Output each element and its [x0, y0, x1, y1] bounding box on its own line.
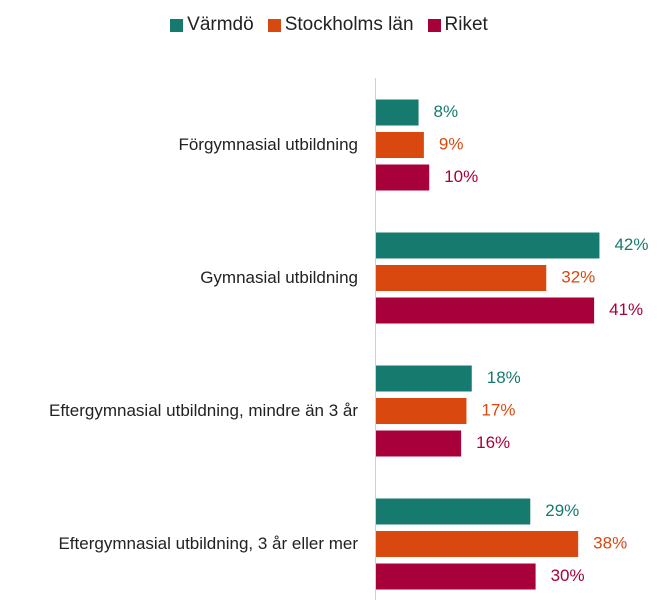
bar	[376, 132, 424, 158]
value-label: 42%	[614, 235, 648, 254]
value-label: 41%	[609, 300, 643, 319]
value-label: 10%	[444, 167, 478, 186]
value-label: 17%	[481, 400, 515, 419]
value-label: 32%	[561, 267, 595, 286]
category-label: Eftergymnasial utbildning, mindre än 3 å…	[49, 401, 358, 420]
legend-item: Värmdö	[170, 14, 254, 36]
legend-label: Värmdö	[187, 14, 254, 35]
value-label: 30%	[551, 566, 585, 585]
legend: Värmdö Stockholms län Riket	[0, 14, 658, 36]
value-label: 8%	[434, 102, 459, 121]
legend-label: Riket	[444, 14, 488, 35]
bar	[376, 365, 472, 392]
value-label: 18%	[487, 368, 521, 387]
legend-swatch	[427, 18, 441, 32]
value-label: 38%	[593, 533, 627, 552]
bar	[376, 563, 536, 590]
value-label: 29%	[545, 501, 579, 520]
category-label: Gymnasial utbildning	[200, 268, 358, 287]
bar	[376, 99, 419, 126]
bar	[376, 498, 531, 525]
bar	[376, 265, 547, 291]
value-label: 9%	[439, 134, 464, 153]
category-label: Förgymnasial utbildning	[178, 135, 358, 154]
bar	[376, 430, 462, 457]
bar	[376, 398, 467, 424]
value-label: 16%	[476, 433, 510, 452]
bar	[376, 297, 595, 324]
category-label: Eftergymnasial utbildning, 3 år eller me…	[58, 534, 358, 553]
bar	[376, 531, 579, 557]
legend-swatch	[170, 18, 184, 32]
legend-label: Stockholms län	[284, 14, 414, 35]
legend-item: Riket	[427, 14, 488, 36]
bar	[376, 164, 430, 191]
legend-item: Stockholms län	[267, 14, 414, 36]
bar	[376, 232, 600, 259]
legend-swatch	[267, 18, 281, 32]
